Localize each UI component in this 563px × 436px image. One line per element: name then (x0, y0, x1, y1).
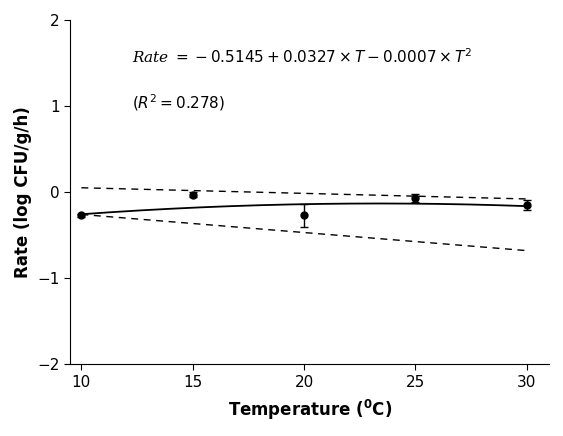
Text: Rate $= -0.5145 + 0.0327 \times T - 0.0007 \times T^{2}$: Rate $= -0.5145 + 0.0327 \times T - 0.00… (132, 48, 473, 66)
Text: $(R^{2} = 0.278)$: $(R^{2} = 0.278)$ (132, 92, 226, 113)
Y-axis label: Rate (log CFU/g/h): Rate (log CFU/g/h) (14, 106, 32, 278)
X-axis label: Temperature ($\mathregular{^{0}}$C): Temperature ($\mathregular{^{0}}$C) (227, 398, 392, 422)
